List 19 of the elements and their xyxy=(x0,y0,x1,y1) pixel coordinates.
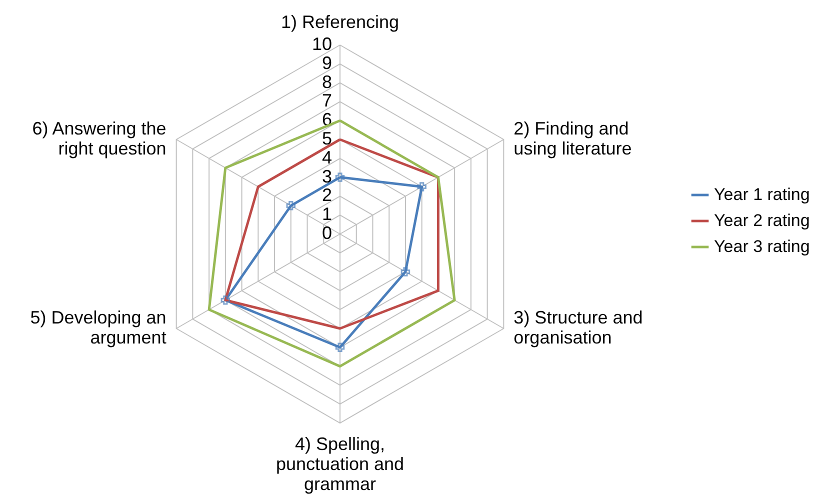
legend-label: Year 3 rating xyxy=(714,237,810,256)
spoke-label: 6) Answering the right question xyxy=(32,118,166,158)
y-tick-label: 9 xyxy=(322,52,332,73)
y-tick-label: 0 xyxy=(322,223,332,243)
y-tick-label: 5 xyxy=(322,128,332,148)
spoke-label: 3) Structure and organisation xyxy=(514,308,643,348)
legend-label: Year 1 rating xyxy=(714,185,810,204)
y-tick-label: 8 xyxy=(322,72,332,92)
spoke-label: 5) Developing an argument xyxy=(30,308,166,348)
y-tick-label: 3 xyxy=(322,166,332,186)
y-tick-label: 7 xyxy=(322,90,332,111)
y-tick-label: 1 xyxy=(322,204,332,224)
spoke-label: 2) Finding and using literature xyxy=(514,118,632,158)
y-tick-label: 10 xyxy=(312,34,332,54)
y-tick-label: 2 xyxy=(322,185,332,206)
legend-label: Year 2 rating xyxy=(714,211,810,230)
spoke-label: 1) Referencing xyxy=(280,12,400,32)
spoke-label: 4) Spelling, punctuation and grammar xyxy=(276,434,404,494)
y-tick-label: 4 xyxy=(322,147,332,168)
